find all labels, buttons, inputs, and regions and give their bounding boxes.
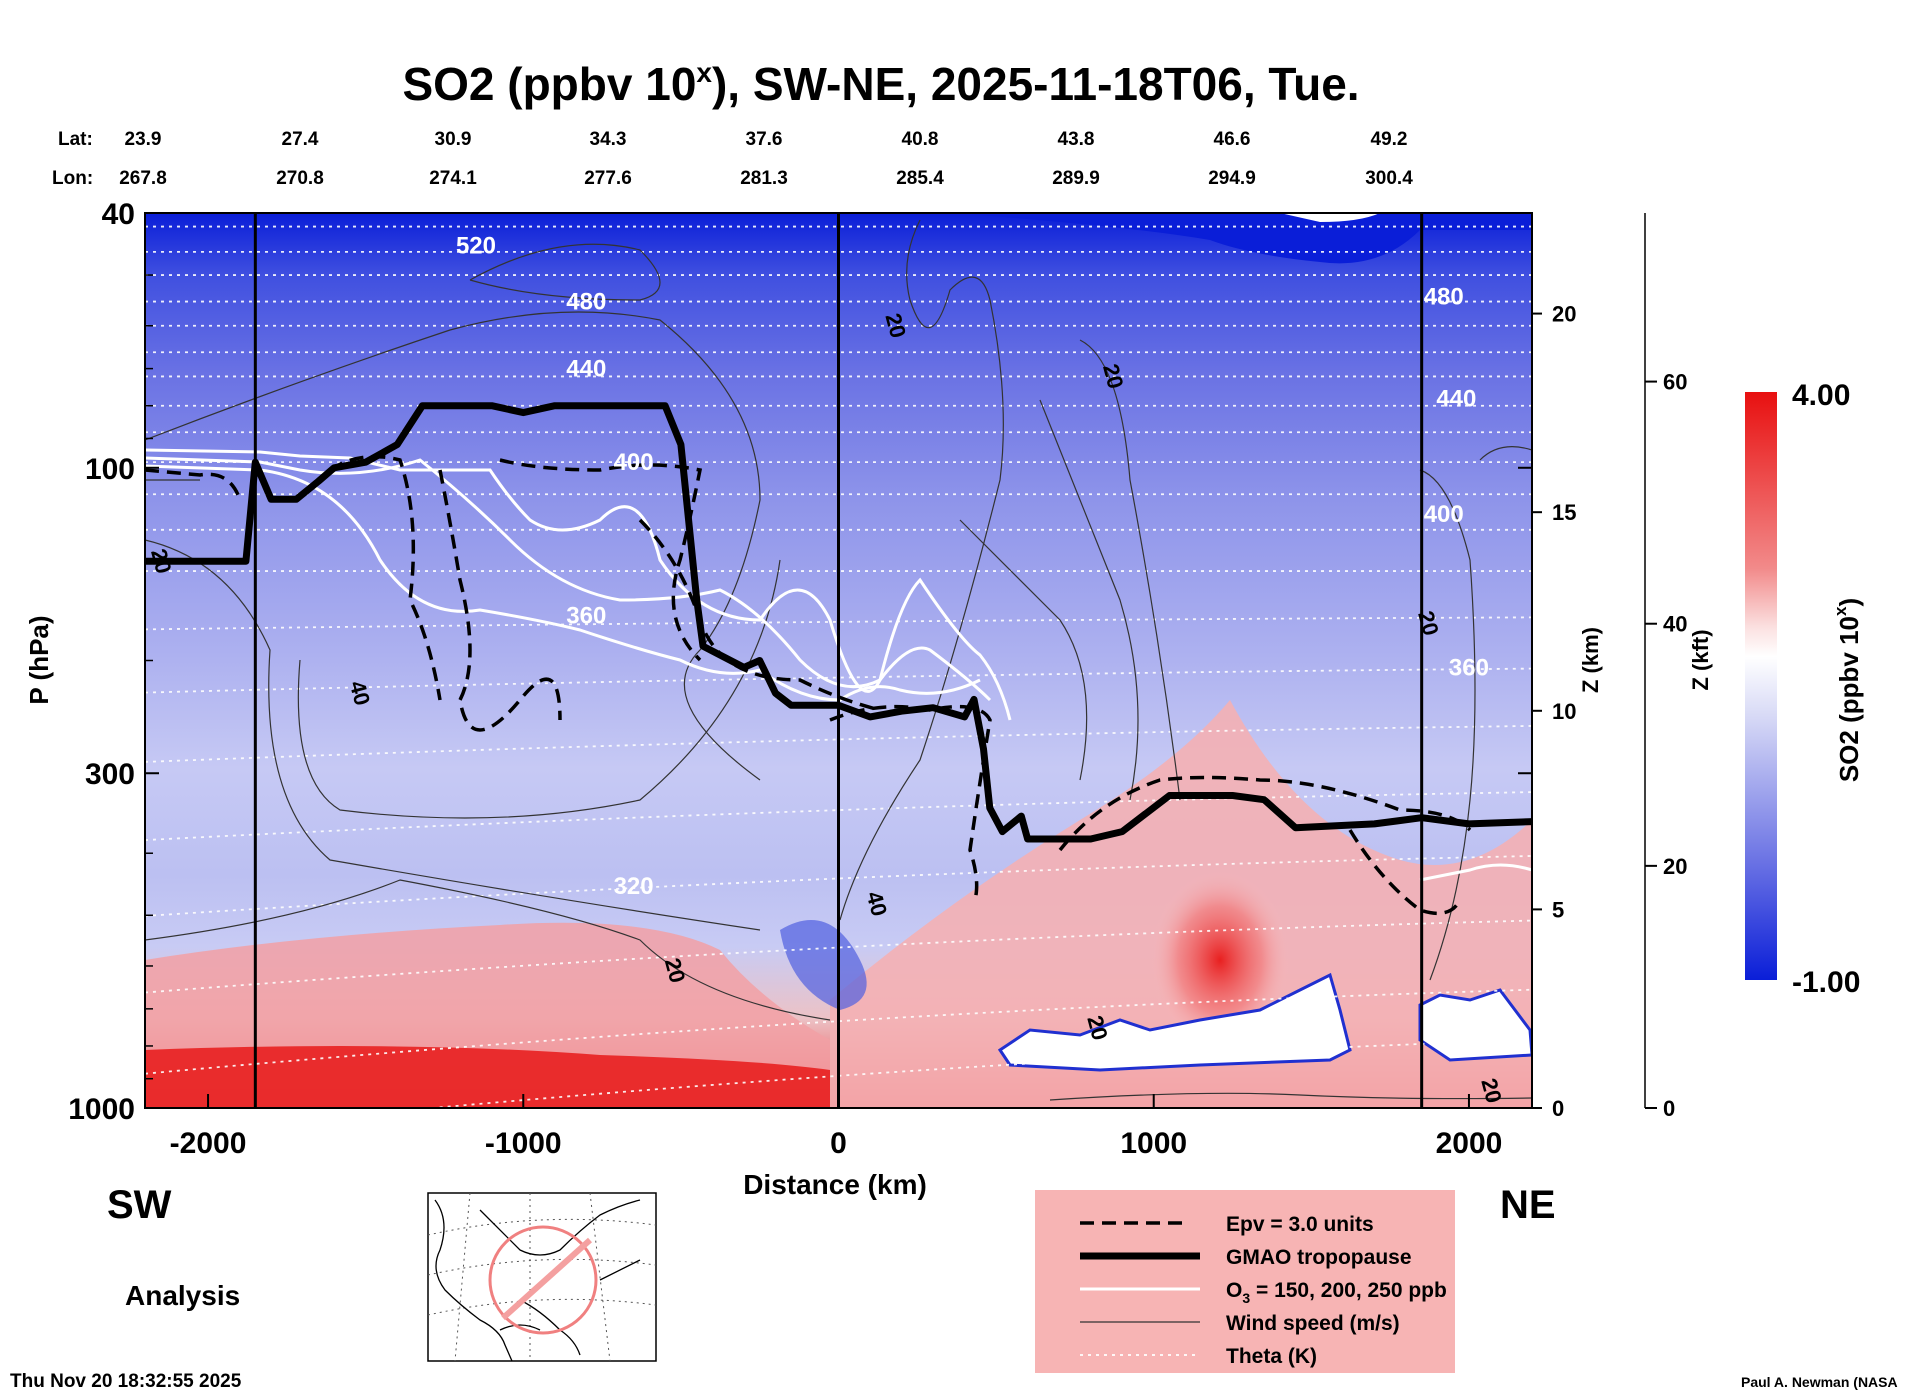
zkm-tick-label: 10 (1552, 699, 1576, 724)
timestamp: Thu Nov 20 18:32:55 2025 (10, 1371, 242, 1392)
lon-value: 267.8 (119, 168, 167, 189)
lon-value: 300.4 (1365, 168, 1413, 189)
x-tick-label: 2000 (1436, 1127, 1503, 1160)
legend-box (1035, 1190, 1455, 1373)
zkft-tick-label: 60 (1663, 370, 1687, 395)
epv-contours (145, 454, 1472, 916)
theta-label: 440 (1436, 386, 1476, 413)
lat-value: 23.9 (125, 129, 162, 150)
theta-label: 360 (566, 602, 606, 629)
lat-value: 43.8 (1058, 129, 1095, 150)
x-tick-label: -2000 (170, 1127, 247, 1160)
theta-label: 520 (456, 233, 496, 260)
z-km-axis: 0 5 10 15 20 (1532, 302, 1576, 1121)
legend: Epv = 3.0 units GMAO tropopause O3 = 150… (1035, 1190, 1455, 1373)
lon-value: 270.8 (276, 168, 324, 189)
x-axis: -2000 -1000 0 1000 2000 (170, 1094, 1503, 1160)
x-tick-label: 0 (830, 1127, 847, 1160)
lon-value: 289.9 (1052, 168, 1100, 189)
plot-area: 520 480 440 400 360 320 480 440 400 360 204020202… (145, 213, 1532, 1108)
so2-low-red-sw2 (145, 1046, 830, 1108)
section-lines (253, 213, 1424, 1108)
so2-white-void (997, 972, 1352, 1072)
map-graticule (427, 1192, 657, 1362)
zkm-tick-label: 15 (1552, 500, 1576, 525)
theta-label: 400 (614, 449, 654, 476)
lat-value: 30.9 (435, 129, 472, 150)
gmao-tropopause (145, 402, 1532, 843)
colorbar-max-label: 4.00 (1792, 379, 1850, 412)
y-tick-label: 100 (85, 453, 135, 486)
zkft-tick-label: 20 (1663, 854, 1687, 879)
zkft-axis-label: Z (kft) (1688, 629, 1713, 690)
theta-labels: 520 480 440 400 360 320 480 440 400 360 (456, 233, 1489, 900)
wind-speed-contours (145, 219, 1532, 1101)
lat-value: 49.2 (1371, 129, 1408, 150)
so2-red-blob (1150, 870, 1290, 1050)
lon-value: 277.6 (584, 168, 632, 189)
analysis-label: Analysis (125, 1280, 240, 1311)
theta-label: 360 (1449, 654, 1489, 681)
theta-label: 480 (566, 289, 606, 316)
y-tick-label: 1000 (68, 1093, 135, 1126)
theta-label: 400 (1424, 501, 1464, 528)
x-tick-label: 1000 (1120, 1127, 1187, 1160)
map-domain-circle (488, 1225, 598, 1335)
ne-label: NE (1500, 1183, 1556, 1227)
sw-label: SW (107, 1183, 172, 1227)
legend-label-theta: Theta (K) (1226, 1345, 1317, 1368)
y-axis: 40 100 300 1000 (68, 198, 1532, 1126)
lon-value: 285.4 (896, 168, 944, 189)
legend-label-wind: Wind speed (m/s) (1226, 1312, 1400, 1335)
lat-value: 37.6 (746, 129, 783, 150)
lat-value: 46.6 (1214, 129, 1251, 150)
y-axis-label: P (hPa) (24, 615, 54, 704)
map-section-line (500, 1237, 593, 1321)
y-tick-label: 300 (85, 758, 135, 791)
o3-contours (145, 448, 1532, 882)
lat-lon-header: Lat: Lon: 23.9 27.4 30.9 34.3 37.6 40.8 43.8 46… (52, 129, 1413, 189)
chart-title: SO2 (ppbv 10x), SW-NE, 2025-11-18T06, Tu… (402, 57, 1359, 110)
so2-top-cap (960, 213, 1532, 264)
zkm-tick-label: 20 (1552, 302, 1576, 327)
so2-top-hole (1280, 213, 1380, 222)
zkft-tick-label: 0 (1663, 1096, 1675, 1121)
zkm-tick-label: 5 (1552, 897, 1564, 922)
x-axis-label: Distance (km) (743, 1169, 927, 1200)
so2-blue-patch (780, 920, 867, 1010)
zkm-tick-label: 0 (1552, 1096, 1564, 1121)
lon-value: 281.3 (740, 168, 788, 189)
legend-label-o3: O3 = 150, 200, 250 ppb (1226, 1279, 1447, 1306)
colorbar-min-label: -1.00 (1792, 966, 1860, 999)
colorbar-gradient (1745, 392, 1777, 980)
colorbar-title: SO2 (ppbv 10x) (1831, 598, 1864, 782)
lat-value: 34.3 (590, 129, 627, 150)
colorbar: 4.00 -1.00 SO2 (ppbv 10x) (1745, 379, 1864, 999)
theta-label: 480 (1424, 283, 1464, 310)
theta-label: 440 (566, 356, 606, 383)
zkm-axis-label: Z (km) (1578, 627, 1603, 693)
z-kft-axis: 0 20 40 60 (1644, 213, 1687, 1121)
lon-label: Lon: (52, 168, 93, 189)
lat-value: 27.4 (282, 129, 319, 150)
legend-label-epv: Epv = 3.0 units (1226, 1213, 1374, 1236)
y-tick-label: 40 (102, 198, 135, 231)
credit: Paul A. Newman (NASA (1741, 1374, 1898, 1390)
legend-label-tropopause: GMAO tropopause (1226, 1246, 1412, 1269)
zkft-tick-label: 40 (1663, 612, 1687, 637)
lon-value: 294.9 (1208, 168, 1256, 189)
map-inset (427, 1192, 657, 1362)
x-tick-label: -1000 (485, 1127, 562, 1160)
lat-value: 40.8 (902, 129, 939, 150)
theta-label: 320 (614, 873, 654, 900)
lon-value: 274.1 (429, 168, 477, 189)
lat-label: Lat: (58, 129, 93, 150)
